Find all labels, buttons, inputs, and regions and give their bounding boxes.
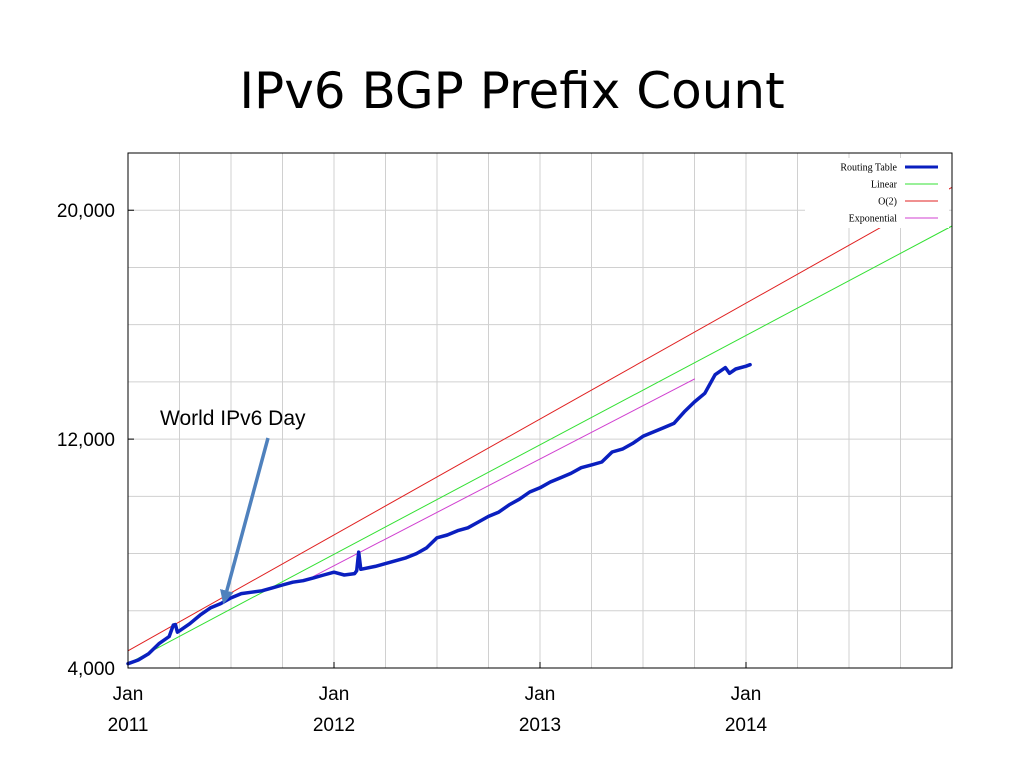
x-tick-year: 2012 <box>313 715 355 736</box>
y-axis-ticks: 4,000 12,000 20,000 <box>57 201 134 680</box>
series-line-exponential <box>312 378 695 577</box>
x-tick-year: 2014 <box>725 715 768 736</box>
slide-title: IPv6 BGP Prefix Count <box>239 62 785 120</box>
y-tick-label: 4,000 <box>67 659 115 680</box>
legend-label-exponential: Exponential <box>849 214 898 225</box>
x-tick-year: 2011 <box>108 715 149 736</box>
series-line-o-2 <box>127 186 953 652</box>
annotation-world-ipv6-day: World IPv6 Day <box>160 407 306 430</box>
y-tick-label: 20,000 <box>57 201 115 222</box>
x-tick-year: 2013 <box>519 715 561 736</box>
x-tick-month: Jan <box>319 684 350 705</box>
annotation-arrow <box>220 437 270 605</box>
data-series <box>126 362 752 666</box>
x-tick-month: Jan <box>113 684 144 705</box>
x-tick-month: Jan <box>731 684 762 705</box>
y-tick-label: 12,000 <box>57 430 115 451</box>
x-axis-ticks: Jan 2011 Jan 2012 Jan 2013 Jan 2014 <box>108 662 768 736</box>
legend-label-routing-table: Routing Table <box>840 163 897 174</box>
legend-background <box>805 158 949 228</box>
legend-label-o-2: O(2) <box>878 197 897 208</box>
legend-label-linear: Linear <box>871 180 898 191</box>
x-tick-month: Jan <box>525 684 556 705</box>
legend: Routing Table Linear O(2) Exponential <box>805 158 949 228</box>
series-line-routing-table <box>126 362 752 666</box>
annotations: World IPv6 Day <box>160 407 306 605</box>
grid <box>128 153 952 668</box>
